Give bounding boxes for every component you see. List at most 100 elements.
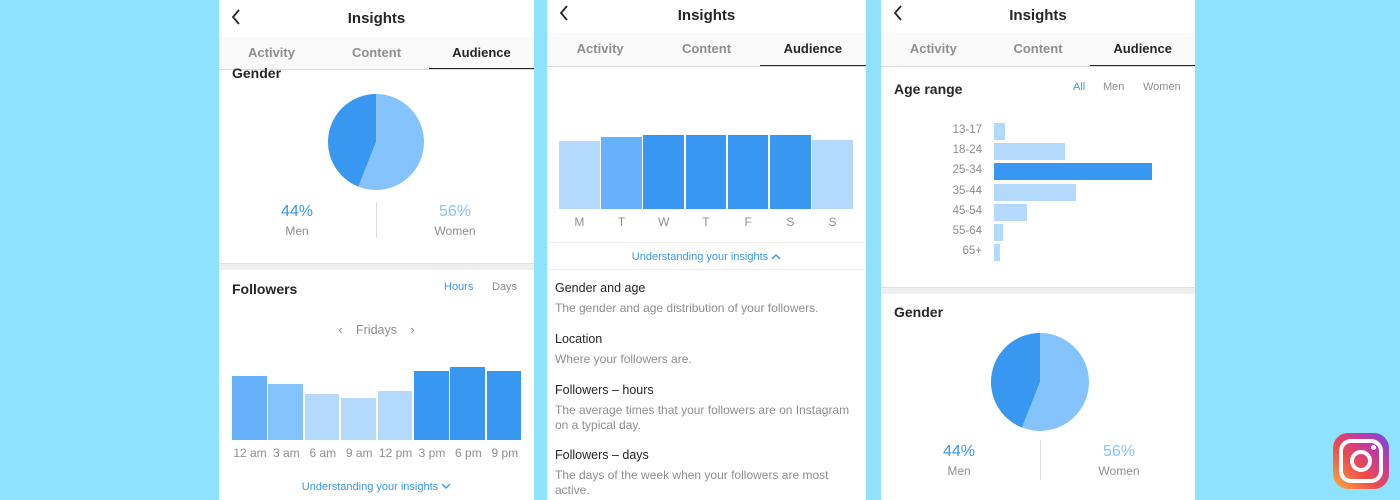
hours-toggle[interactable]: Hours <box>444 281 474 293</box>
pie-slice-men <box>991 333 1040 428</box>
day-bar <box>559 141 600 209</box>
back-arrow-icon[interactable] <box>891 3 905 23</box>
day-bar <box>685 135 727 209</box>
tab-audience[interactable]: Audience <box>429 37 534 69</box>
followers-section-title: Followers <box>232 281 298 297</box>
info-heading: Gender and age <box>555 281 646 295</box>
gender-pie-chart <box>328 94 424 190</box>
phone-panel-1: Insights Activity Content Audience Gende… <box>219 0 534 500</box>
link-text: Understanding your insights <box>631 251 769 263</box>
men-label: Men <box>947 464 971 478</box>
hour-bar <box>268 384 303 440</box>
hour-bar <box>232 376 267 440</box>
age-bar <box>994 123 1006 140</box>
page-title: Insights <box>347 10 406 27</box>
hour-tick-label: 9 am <box>345 446 373 460</box>
day-tick-label: W <box>658 215 670 229</box>
day-bar <box>727 135 769 209</box>
pie-slice-women <box>358 94 424 190</box>
section-divider <box>881 287 1195 294</box>
phone-panel-2: Insights Activity Content Audience M T W T F… <box>547 0 866 500</box>
age-bar <box>994 183 1077 201</box>
tab-audience[interactable]: Audience <box>759 33 866 66</box>
tab-bar: Activity Content Audience <box>547 33 866 67</box>
days-toggle[interactable]: Days <box>492 281 518 293</box>
gender-divider <box>1040 440 1041 480</box>
age-range-title: Age range <box>894 81 963 97</box>
tab-activity[interactable]: Activity <box>576 41 624 56</box>
age-tick-label: 45-54 <box>952 204 982 217</box>
tab-audience[interactable]: Audience <box>1090 33 1195 66</box>
men-percent: 44% <box>280 203 314 220</box>
day-bar <box>770 135 811 209</box>
tab-content[interactable]: Content <box>351 45 402 60</box>
filter-all[interactable]: All <box>1073 81 1086 93</box>
day-tick-label: S <box>786 215 795 229</box>
hour-tick-label: 3 am <box>273 446 300 460</box>
age-bar <box>994 143 1066 161</box>
day-bar <box>812 140 853 209</box>
day-tick-label: T <box>702 215 710 229</box>
info-text: The gender and age distribution of your … <box>555 301 819 315</box>
info-text: The days of the week when your followers… <box>555 468 829 497</box>
hour-tick-label: 6 pm <box>455 446 482 460</box>
age-tick-label: 13-17 <box>952 124 982 136</box>
age-bar <box>994 244 1001 262</box>
top-bar: Insights <box>547 0 866 34</box>
age-bar <box>994 224 1004 241</box>
age-tick-label: 65+ <box>962 245 982 258</box>
back-arrow-icon[interactable] <box>229 7 243 27</box>
day-bar <box>643 135 685 209</box>
chevron-up-icon <box>771 254 781 260</box>
understanding-insights-link[interactable]: Understanding your insights <box>547 251 866 263</box>
men-label: Men <box>285 224 309 238</box>
hour-tick-label: 12 am <box>233 446 267 460</box>
day-tick-label: T <box>617 215 626 229</box>
top-bar: Insights <box>219 0 534 34</box>
info-text: The average times that your followers ar… <box>555 403 850 432</box>
info-heading: Followers – hours <box>555 383 654 397</box>
age-bar <box>994 203 1028 221</box>
section-divider <box>219 263 534 270</box>
day-bar <box>601 137 642 209</box>
tab-content[interactable]: Content <box>1013 41 1063 56</box>
age-tick-label: 25-34 <box>952 164 982 177</box>
pie-slice-women <box>1021 333 1089 431</box>
instagram-logo-icon <box>1333 433 1389 489</box>
info-heading: Location <box>555 332 603 346</box>
hour-bar <box>414 371 449 440</box>
page-title: Insights <box>1009 7 1067 24</box>
understanding-insights-link[interactable]: Understanding your insights <box>219 481 534 493</box>
age-bar <box>994 163 1152 181</box>
hour-tick-label: 12 pm <box>378 446 413 460</box>
women-percent: 56% <box>438 203 472 220</box>
info-heading: Followers – days <box>555 448 649 462</box>
day-selector-label: Fridays <box>356 323 397 337</box>
women-percent: 56% <box>1102 443 1136 460</box>
pie-slice-men <box>328 94 376 187</box>
hour-bar <box>341 398 376 440</box>
filter-women[interactable]: Women <box>1143 81 1181 93</box>
tab-bar: Activity Content Audience <box>219 37 534 70</box>
women-label: Women <box>1098 464 1140 478</box>
tab-activity[interactable]: Activity <box>909 41 957 56</box>
chevron-left-icon[interactable]: ‹ <box>338 323 343 337</box>
back-arrow-icon[interactable] <box>557 3 571 23</box>
day-tick-label: M <box>574 215 585 229</box>
tab-bar: Activity Content Audience <box>881 33 1195 67</box>
chevron-right-icon[interactable]: › <box>410 323 415 337</box>
hour-bar <box>486 371 522 440</box>
gender-pie-chart <box>991 333 1089 431</box>
hour-bar <box>377 391 413 440</box>
phone-panel-3: Insights Activity Content Audience Age r… <box>881 0 1195 500</box>
hour-tick-label: 9 pm <box>491 446 519 460</box>
filter-men[interactable]: Men <box>1103 81 1125 93</box>
hour-bar <box>304 394 340 440</box>
day-selector[interactable]: ‹ Fridays › <box>219 323 534 337</box>
page-title: Insights <box>677 7 736 24</box>
tab-content[interactable]: Content <box>681 41 732 56</box>
divider-line <box>547 242 866 243</box>
day-tick-label: S <box>828 215 837 229</box>
tab-activity[interactable]: Activity <box>248 45 295 60</box>
age-tick-label: 35-44 <box>952 184 982 197</box>
